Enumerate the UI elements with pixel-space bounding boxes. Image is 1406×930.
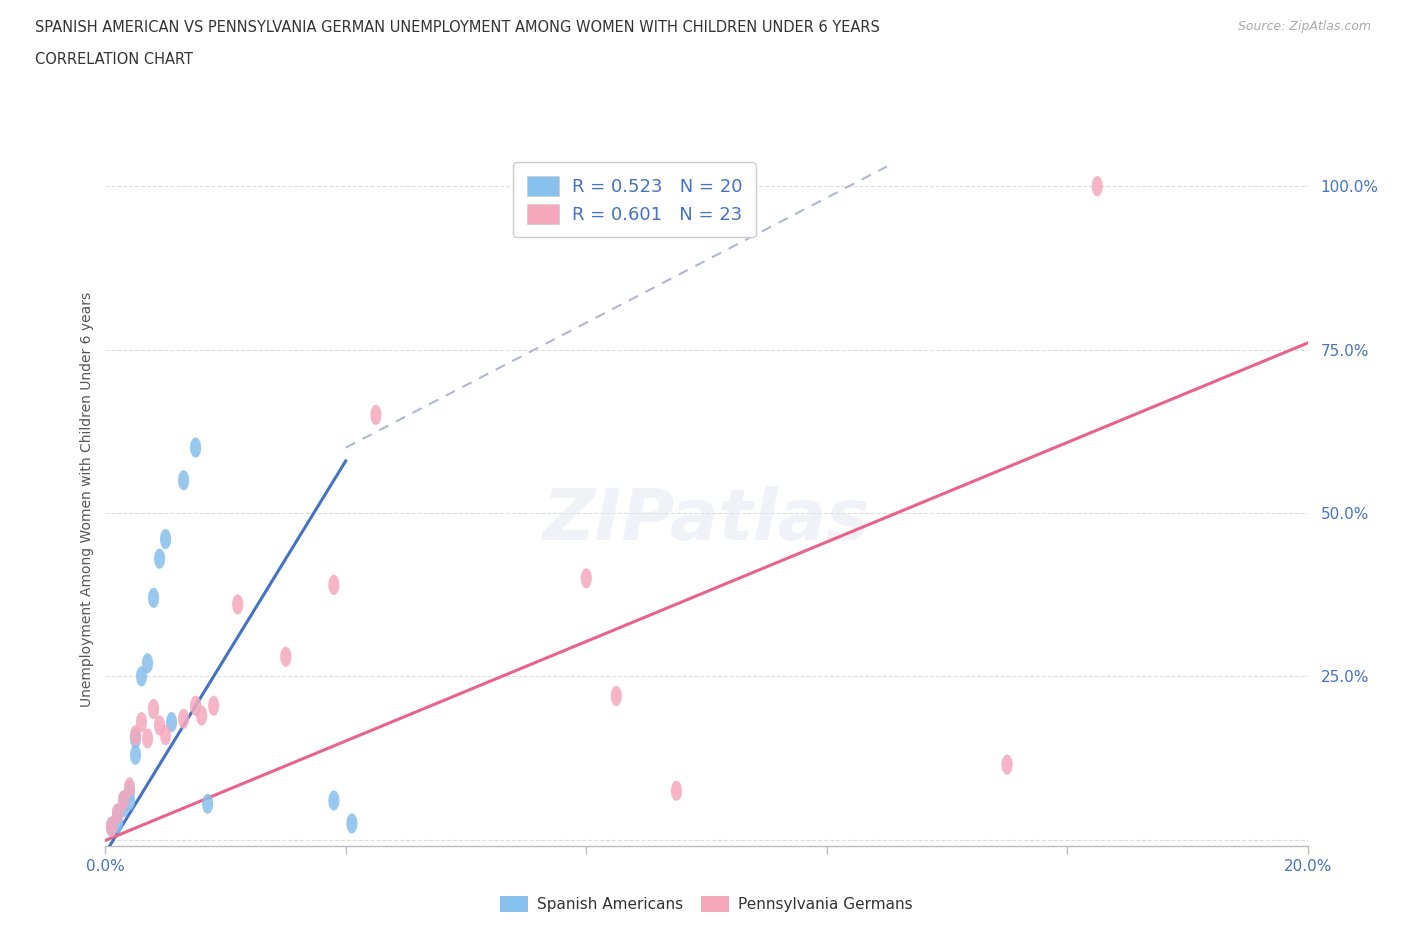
Point <box>136 731 159 746</box>
Point <box>131 669 153 684</box>
Point <box>107 816 129 830</box>
Point <box>142 701 165 716</box>
Point <box>197 796 219 811</box>
Point <box>155 728 177 743</box>
Point <box>274 649 297 664</box>
Point <box>112 793 135 808</box>
Point <box>340 816 363 830</box>
Text: ZIPatlas: ZIPatlas <box>543 486 870 555</box>
Point <box>665 783 688 798</box>
Point <box>124 731 146 746</box>
Point <box>322 793 344 808</box>
Point <box>100 819 122 834</box>
Point <box>184 698 207 713</box>
Point <box>136 656 159 671</box>
Point <box>190 708 212 723</box>
Point <box>148 551 170 566</box>
Point <box>100 819 122 834</box>
Point <box>322 578 344 592</box>
Point <box>124 728 146 743</box>
Point <box>118 793 141 808</box>
Point <box>226 597 249 612</box>
Point <box>364 407 387 422</box>
Point <box>160 714 183 729</box>
Text: Source: ZipAtlas.com: Source: ZipAtlas.com <box>1237 20 1371 33</box>
Point <box>142 591 165 605</box>
Point <box>155 532 177 547</box>
Point <box>107 806 129 821</box>
Text: CORRELATION CHART: CORRELATION CHART <box>35 52 193 67</box>
Point <box>112 800 135 815</box>
Point <box>131 714 153 729</box>
Text: SPANISH AMERICAN VS PENNSYLVANIA GERMAN UNEMPLOYMENT AMONG WOMEN WITH CHILDREN U: SPANISH AMERICAN VS PENNSYLVANIA GERMAN … <box>35 20 880 35</box>
Point <box>118 783 141 798</box>
Point <box>1085 179 1108 193</box>
Point <box>575 571 598 586</box>
Point <box>124 748 146 763</box>
Point <box>107 806 129 821</box>
Point <box>605 688 627 703</box>
Point <box>112 793 135 808</box>
Point <box>184 440 207 455</box>
Legend: Spanish Americans, Pennsylvania Germans: Spanish Americans, Pennsylvania Germans <box>494 890 920 918</box>
Point <box>173 711 195 726</box>
Y-axis label: Unemployment Among Women with Children Under 6 years: Unemployment Among Women with Children U… <box>80 292 94 708</box>
Point <box>118 780 141 795</box>
Point <box>173 472 195 487</box>
Point <box>148 718 170 733</box>
Point <box>202 698 225 713</box>
Point <box>995 757 1018 772</box>
